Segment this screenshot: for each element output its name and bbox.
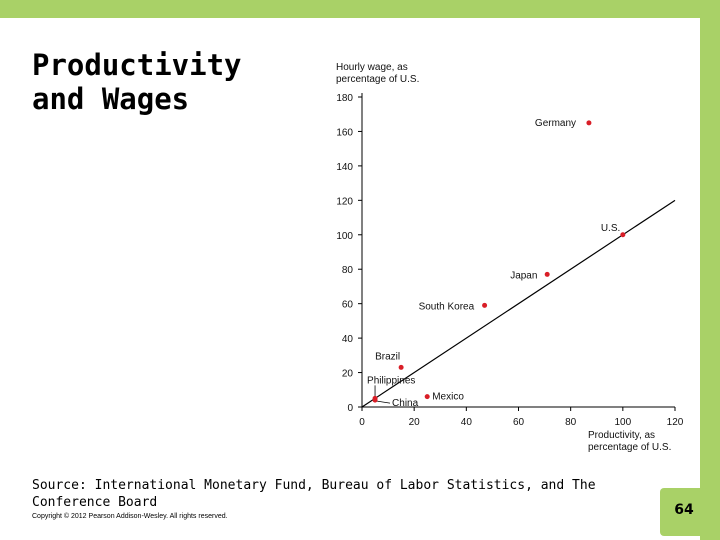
point-south-korea [482,302,488,308]
y-tick-label-160: 160 [336,127,353,138]
x-tick-label-20: 20 [409,417,421,428]
y-tick-label-80: 80 [342,265,354,276]
y-tick-label-60: 60 [342,300,354,311]
y-axis-label-line-1: Hourly wage, as [336,62,408,73]
x-tick-label-40: 40 [461,417,473,428]
point-china [372,397,378,403]
point-label-philippines: Philippines [367,375,415,386]
page-number: 64 [674,502,694,518]
point-label-u-s: U.S. [601,223,620,234]
source-note: Source: International Monetary Fund, Bur… [32,478,596,510]
title-line-2: and Wages [32,82,190,116]
china-leader-line [376,400,391,404]
point-japan [544,271,550,277]
x-axis-label-line-1: Productivity, as [588,430,655,441]
y-tick-label-180: 180 [336,93,353,104]
point-germany [586,120,592,126]
point-mexico [424,394,430,400]
point-label-brazil: Brazil [375,351,400,362]
x-tick-label-0: 0 [359,417,365,428]
point-label-mexico: Mexico [432,392,464,403]
right-accent-bar [700,0,720,540]
y-tick-label-40: 40 [342,334,354,345]
y-tick-label-0: 0 [347,403,353,414]
y-tick-label-140: 140 [336,162,353,173]
point-label-south-korea: South Korea [419,301,475,312]
x-tick-label-100: 100 [614,417,631,428]
x-tick-label-80: 80 [565,417,577,428]
y-tick-label-100: 100 [336,231,353,242]
y-axis-label-line-2: percentage of U.S. [336,74,419,85]
y-tick-label-20: 20 [342,369,354,380]
point-u-s [620,232,626,238]
point-label-china: China [392,398,419,409]
x-tick-label-60: 60 [513,417,525,428]
point-label-japan: Japan [510,270,537,281]
y-tick-label-120: 120 [336,196,353,207]
point-brazil [398,364,404,370]
x-axis-label-line-2: percentage of U.S. [588,442,671,453]
slide-title: Productivity and Wages [32,48,292,116]
x-tick-label-120: 120 [667,417,684,428]
top-accent-bar [0,0,720,18]
page-badge: 64 [660,488,708,536]
copyright-note: Copyright © 2012 Pearson Addison-Wesley.… [32,513,228,520]
title-line-1: Productivity [32,48,242,82]
point-label-germany: Germany [535,118,576,129]
